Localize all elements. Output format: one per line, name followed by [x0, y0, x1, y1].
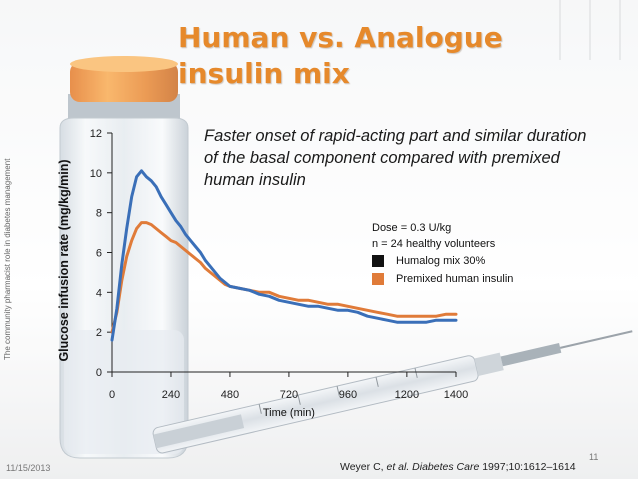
- y-tick-label: 2: [96, 327, 102, 339]
- y-tick-label: 6: [96, 248, 102, 260]
- y-ticks: 0 2 4 6 8 10 12: [90, 128, 112, 379]
- y-tick-label: 10: [90, 168, 102, 180]
- x-tick-label: 1200: [395, 389, 419, 401]
- y-tick-label: 0: [96, 367, 102, 379]
- citation-prefix: Weyer C,: [340, 461, 387, 473]
- legend-swatch-premixed: [372, 273, 384, 285]
- slide-date: 11/15/2013: [6, 463, 51, 473]
- y-tick-label: 4: [96, 287, 102, 299]
- x-tick-label: 0: [109, 389, 115, 401]
- x-tick-label: 960: [339, 389, 357, 401]
- y-tick-label: 8: [96, 208, 102, 220]
- insulin-vial-icon: [59, 56, 189, 459]
- y-axis-label: Glucose infusion rate (mg/kg/min): [57, 159, 71, 361]
- x-ticks: 0 240 480 720 960 1200 1400: [109, 372, 468, 401]
- subjects-annotation: n = 24 healthy volunteers: [372, 238, 496, 250]
- dose-annotation: Dose = 0.3 U/kg: [372, 222, 452, 234]
- series-lines: [110, 169, 458, 342]
- legend-label-humalog: Humalog mix 30%: [396, 255, 486, 267]
- slide-title: Human vs. Analogue insulin mix: [178, 20, 503, 92]
- x-tick-label: 240: [162, 389, 180, 401]
- x-tick-label: 480: [221, 389, 239, 401]
- legend-item-premixed: Premixed human insulin: [372, 270, 513, 288]
- citation-journal: et al. Diabetes Care: [386, 461, 480, 473]
- slide-subtitle: Faster onset of rapid-acting part and si…: [204, 127, 587, 189]
- x-tick-label: 720: [280, 389, 298, 401]
- title-line-1: Human vs. Analogue: [178, 21, 503, 54]
- page-number: 11: [589, 452, 599, 462]
- x-axis-label: Time (min): [263, 407, 315, 419]
- citation-suffix: 1997;10:1612–1614: [479, 461, 576, 473]
- legend-label-premixed: Premixed human insulin: [396, 273, 514, 285]
- citation: Weyer C, et al. Diabetes Care 1997;10:16…: [340, 461, 576, 473]
- chart-legend: Dose = 0.3 U/kg n = 24 healthy volunteer…: [372, 220, 513, 288]
- legend-swatch-humalog: [372, 255, 384, 267]
- syringe-icon: [152, 330, 633, 454]
- legend-item-humalog: Humalog mix 30%: [372, 252, 513, 270]
- y-tick-label: 12: [90, 128, 102, 140]
- series-line-humalog: [110, 169, 458, 342]
- title-line-2: insulin mix: [178, 57, 350, 90]
- x-tick-label: 1400: [444, 389, 468, 401]
